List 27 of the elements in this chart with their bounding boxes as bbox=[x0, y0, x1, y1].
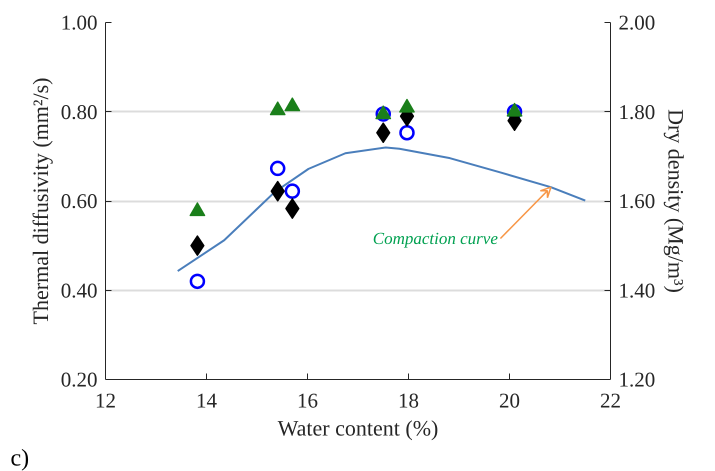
line-series bbox=[176, 146, 586, 272]
y2-tick-label: 1.40 bbox=[618, 278, 656, 302]
y2-tick-label: 1.80 bbox=[618, 100, 656, 124]
point bbox=[284, 183, 300, 199]
x-tick-label: 20 bbox=[499, 388, 520, 412]
y-tick-label: 0.40 bbox=[60, 278, 98, 302]
text: c) bbox=[10, 446, 30, 471]
x-tick-label: 12 bbox=[95, 388, 116, 412]
y2-tick-label: 1.60 bbox=[618, 189, 656, 213]
point bbox=[376, 106, 391, 122]
y-tick-label: 0.80 bbox=[60, 100, 98, 124]
y-tick-label: 0.60 bbox=[60, 189, 98, 213]
point bbox=[399, 124, 415, 140]
x-axis-title: Water content (%) bbox=[278, 416, 438, 440]
y2-tick-label: 1.20 bbox=[618, 368, 656, 392]
y2-tick-label: 2.00 bbox=[618, 10, 656, 34]
y2-axis-title: Dry density (Mg/m³) bbox=[663, 109, 688, 293]
point bbox=[270, 160, 286, 176]
x-tick-label: 16 bbox=[297, 388, 318, 412]
annotation: Compaction curve bbox=[372, 228, 498, 248]
y-tick-label: 1.00 bbox=[60, 10, 98, 34]
point bbox=[190, 274, 206, 290]
x-tick-label: 18 bbox=[398, 388, 419, 412]
x-tick-label: 22 bbox=[600, 388, 621, 412]
x-tick-label: 14 bbox=[196, 388, 218, 412]
y-tick-label: 0.20 bbox=[60, 368, 98, 392]
y-axis-title: Thermal diffusivity (mm²/s) bbox=[28, 78, 53, 324]
